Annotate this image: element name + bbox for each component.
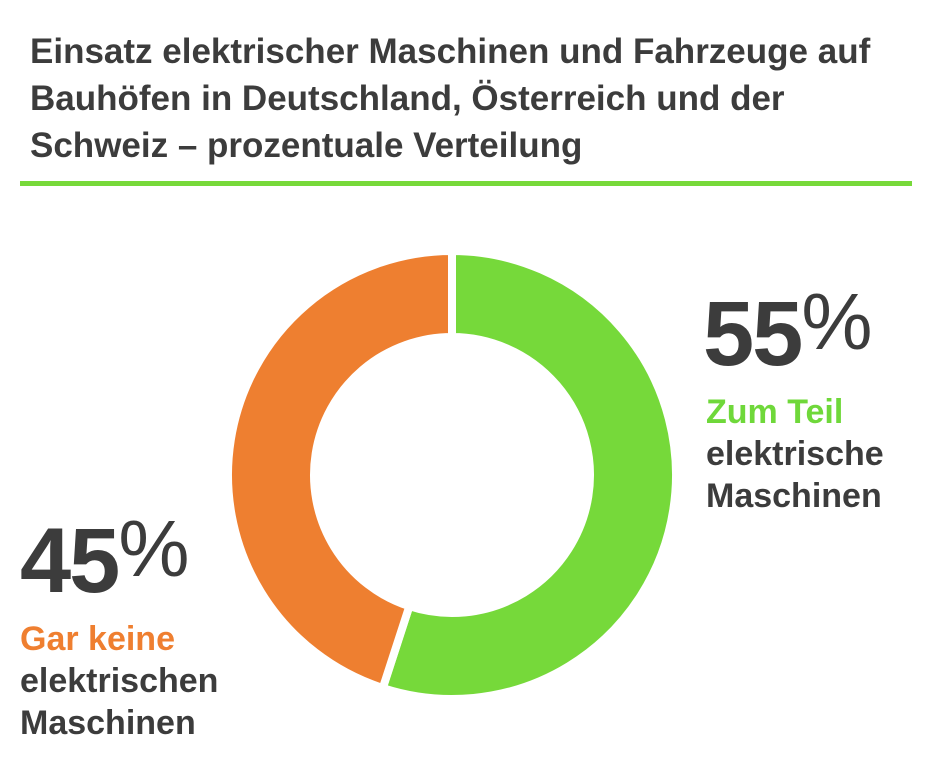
- title-divider: [20, 181, 912, 186]
- slice-label-line: elektrische: [706, 435, 884, 473]
- slice-value-number: 45: [20, 510, 120, 612]
- slice-value-label: 45%: [20, 504, 189, 607]
- slice-label-line: Maschinen: [20, 704, 196, 742]
- donut-slice-0: [377, 246, 680, 703]
- slice-legend-label: Zum Teil elektrische Maschinen: [706, 391, 884, 517]
- percent-sign: %: [801, 277, 872, 366]
- slice-value-label: 55%: [703, 277, 872, 380]
- slice-label-highlight: Gar keine: [20, 620, 175, 658]
- slice-legend-label: Gar keine elektrischen Maschinen: [20, 618, 218, 744]
- slice-value-number: 55: [703, 283, 803, 385]
- slice-label-highlight: Zum Teil: [706, 393, 844, 431]
- chart-title: Einsatz elektrischer Maschinen und Fahrz…: [30, 32, 871, 165]
- percent-sign: %: [118, 504, 189, 593]
- slice-label-line: Maschinen: [706, 477, 882, 515]
- donut-slice-1: [224, 246, 456, 694]
- slice-label-line: elektrischen: [20, 662, 219, 700]
